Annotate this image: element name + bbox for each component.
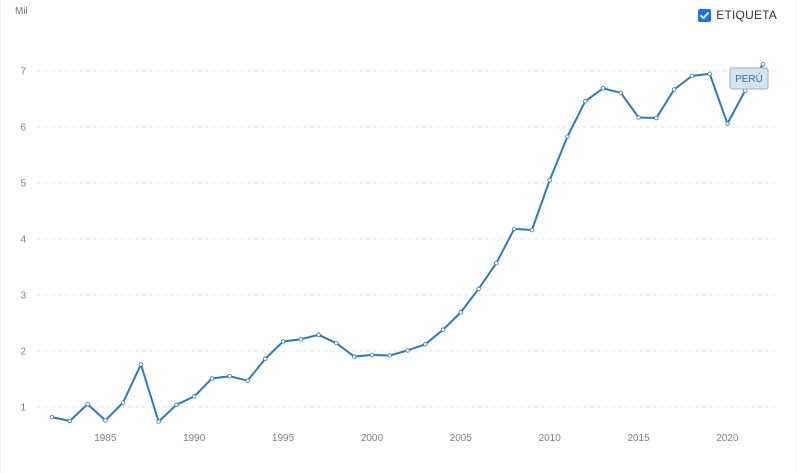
y-tick-label: 2: [20, 347, 26, 358]
data-point[interactable]: [280, 339, 286, 344]
y-tick-label: 3: [20, 291, 26, 302]
data-point[interactable]: [316, 332, 321, 337]
data-point[interactable]: [618, 90, 623, 96]
data-point[interactable]: [49, 414, 55, 420]
toggle-label: ETIQUETA: [716, 8, 777, 22]
x-tick-label: 2020: [716, 433, 739, 444]
series-label-box: [729, 67, 769, 90]
y-unit-label: Mil: [15, 6, 28, 17]
data-point[interactable]: [707, 71, 712, 76]
x-tick-label: 1985: [94, 433, 117, 444]
data-point[interactable]: [103, 418, 108, 423]
label-toggle[interactable]: ETIQUETA: [698, 8, 777, 22]
x-tick-label: 2000: [361, 433, 384, 444]
data-point[interactable]: [458, 310, 464, 315]
data-point[interactable]: [298, 337, 304, 342]
data-point[interactable]: [405, 348, 410, 353]
data-point[interactable]: [334, 340, 339, 346]
data-point[interactable]: [440, 327, 446, 332]
data-point[interactable]: [565, 134, 570, 139]
data-point[interactable]: [67, 418, 72, 424]
y-tick-label: 1: [20, 403, 26, 414]
data-point[interactable]: [387, 353, 392, 358]
data-point[interactable]: [476, 286, 481, 292]
data-point[interactable]: [174, 402, 179, 407]
data-point[interactable]: [85, 402, 90, 407]
x-tick-label: 1990: [183, 433, 206, 444]
data-point[interactable]: [156, 419, 161, 424]
data-point[interactable]: [369, 352, 375, 358]
data-point[interactable]: [209, 376, 215, 381]
x-tick-label: 2015: [627, 433, 650, 444]
x-tick-label: 2010: [539, 433, 562, 444]
data-point[interactable]: [689, 73, 695, 79]
data-point[interactable]: [423, 342, 428, 347]
y-tick-label: 6: [20, 123, 26, 134]
data-point[interactable]: [654, 115, 659, 121]
y-tick-label: 5: [20, 179, 26, 190]
data-point[interactable]: [351, 354, 357, 359]
data-point[interactable]: [120, 400, 126, 405]
data-point[interactable]: [636, 115, 641, 120]
data-point[interactable]: [600, 86, 606, 91]
data-point[interactable]: [583, 99, 588, 104]
x-tick-label: 2005: [450, 433, 473, 444]
data-point[interactable]: [511, 226, 517, 232]
data-point[interactable]: [529, 227, 535, 233]
data-point[interactable]: [138, 362, 144, 367]
x-tick-label: 1995: [272, 433, 295, 444]
data-point[interactable]: [245, 378, 250, 383]
data-point[interactable]: [191, 394, 197, 399]
data-point[interactable]: [725, 121, 730, 126]
data-point[interactable]: [760, 62, 766, 67]
data-point[interactable]: [547, 177, 552, 183]
data-point[interactable]: [671, 87, 677, 92]
y-tick-label: 7: [20, 67, 26, 78]
data-point[interactable]: [227, 374, 232, 379]
data-point[interactable]: [263, 356, 268, 362]
check-icon[interactable]: [698, 8, 712, 22]
y-tick-label: 4: [20, 235, 26, 246]
data-point[interactable]: [494, 260, 499, 266]
series-label: PERÚ: [735, 72, 763, 85]
